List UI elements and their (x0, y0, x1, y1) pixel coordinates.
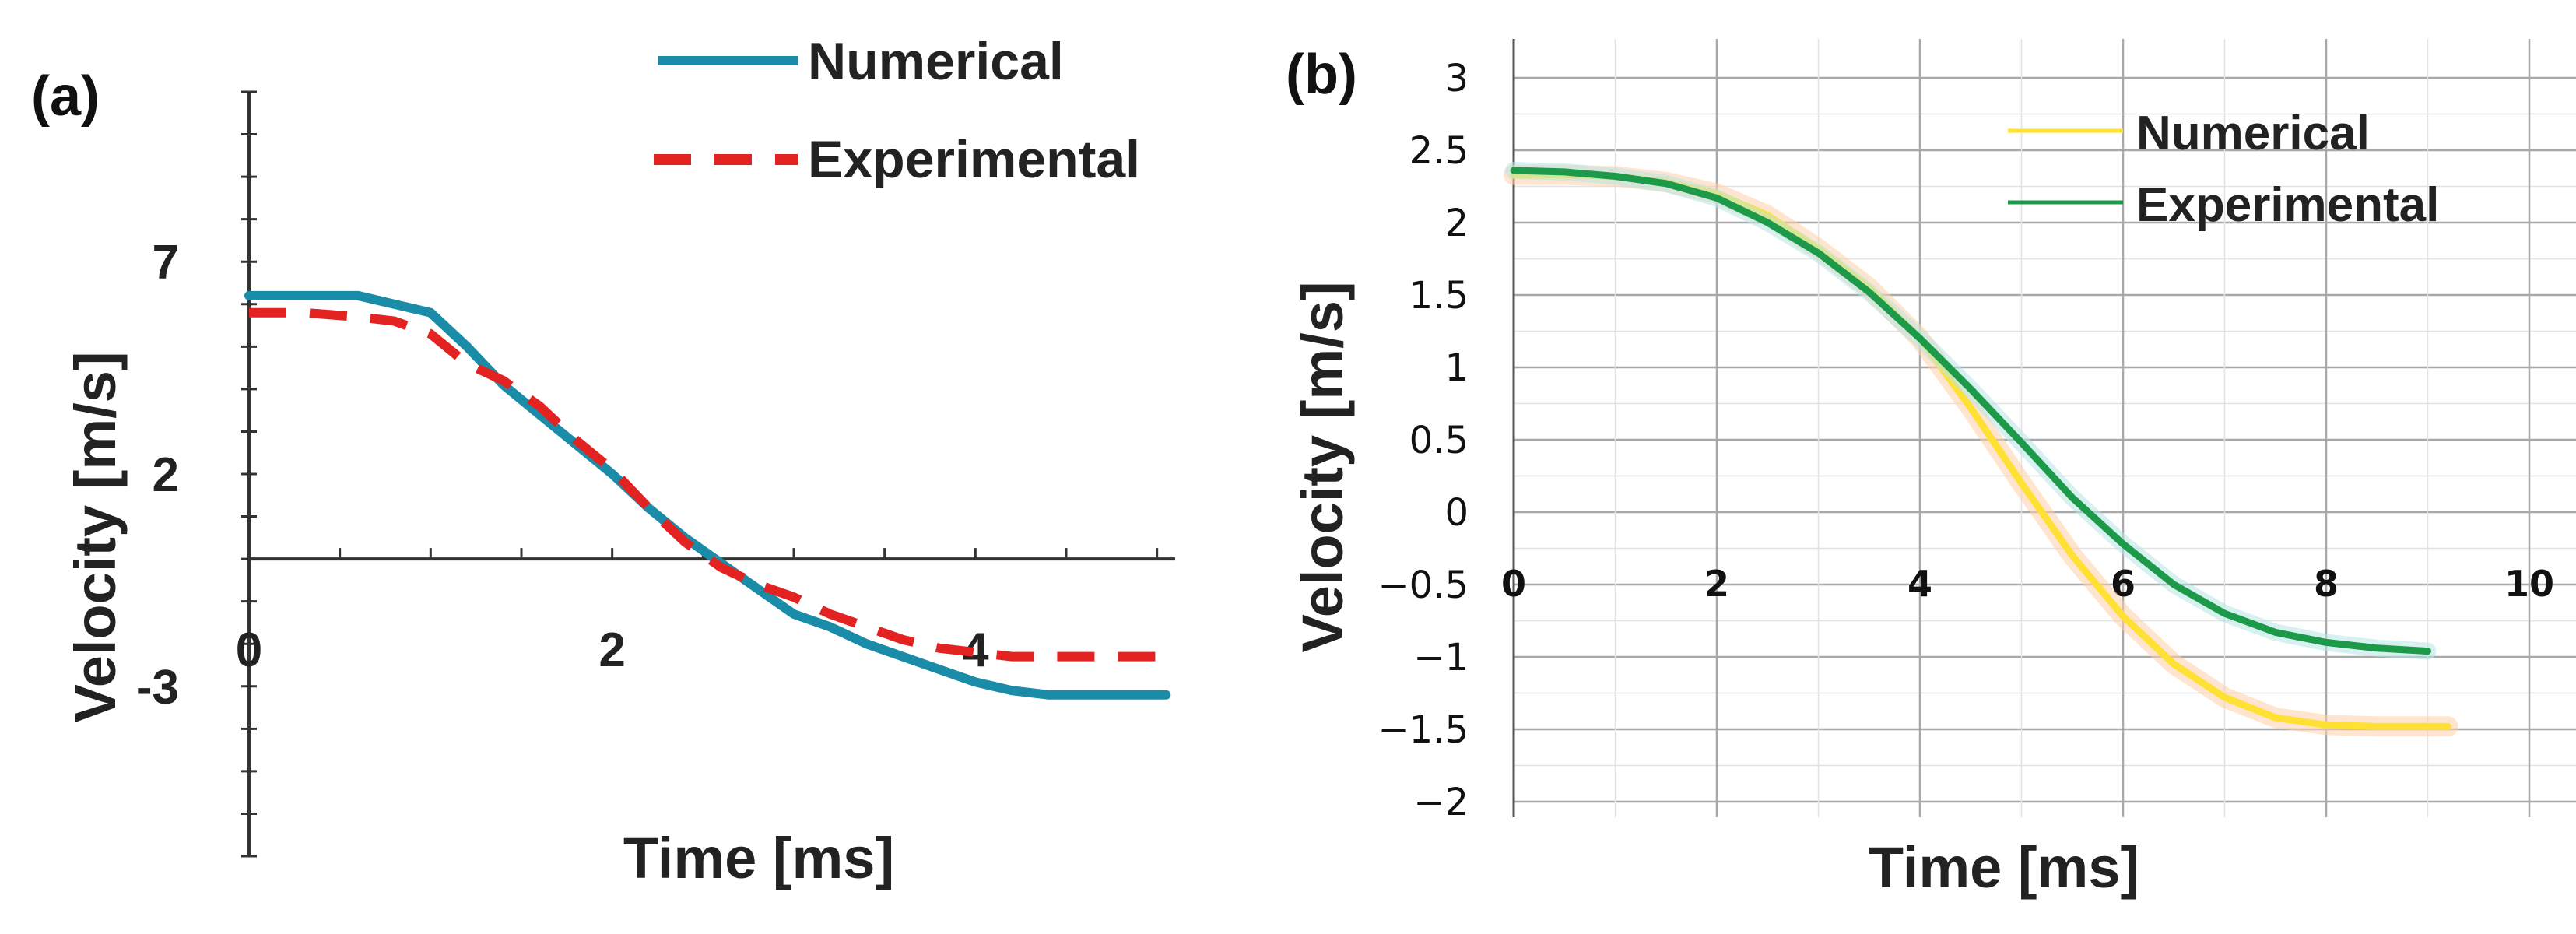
panel-b-y-tick-label: 1 (1444, 346, 1469, 390)
panel-b-y-ticks: 3 2.5 2 1.5 1 0.5 0 −0.5 −1 −1.5 −2 (1377, 57, 1469, 824)
panel-a-x-tick-label: 0 (236, 623, 262, 677)
panel-a-numerical-line (244, 290, 1171, 700)
panel-b-x-tick-label: 4 (1907, 563, 1932, 605)
panel-a-y-tick-label: -3 (136, 661, 179, 715)
panel-a-legend-experimental: Experimental (808, 130, 1140, 189)
panel-b-y-tick-label: −2 (1413, 781, 1469, 824)
panel-b-x-tick-label: 8 (2314, 563, 2339, 605)
panel-a-ticks (241, 90, 1159, 858)
panel-b-y-tick-label: −0.5 (1377, 564, 1469, 607)
panel-b-x-tick-label: 10 (2504, 563, 2554, 605)
panel-b-y-tick-label: 2.5 (1409, 129, 1469, 173)
panel-b-y-tick-label: 0 (1444, 491, 1469, 535)
panel-a-label: (a) (31, 65, 100, 128)
panel-a-y-axis-title: Velocity [m/s] (63, 351, 128, 722)
panel-b-y-tick-label: −1.5 (1377, 708, 1469, 752)
panel-b-x-tick-label: 2 (1704, 563, 1729, 605)
panel-a-x-tick-label: 2 (598, 623, 625, 677)
panel-b-label: (b) (1286, 44, 1357, 106)
panel-a-experimental-line (249, 307, 1167, 662)
panel-b-legend-numerical: Numerical (2136, 107, 2370, 160)
panel-b-y-tick-label: −1 (1413, 636, 1469, 679)
panel-b-experimental-line (1510, 167, 2431, 655)
panel-b-x-axis-title: Time [ms] (1869, 835, 2139, 900)
panel-b-y-axis-title: Velocity [m/s] (1290, 281, 1355, 652)
panel-a-legend-numerical: Numerical (808, 32, 1064, 91)
panel-b-chart: (b) 3 2.5 2 1.5 1 0.5 0 −0.5 −1 −1.5 −2 … (1286, 39, 2576, 900)
panel-b-y-tick-label: 1.5 (1409, 274, 1469, 318)
panel-a-chart: (a) 7 2 -3 0 2 4 Time [ms] Velocity [m/s… (31, 32, 1175, 890)
panel-a-y-tick-label: 2 (153, 448, 179, 502)
panel-a-y-tick-label: 7 (153, 236, 179, 290)
panel-a-x-axis-title: Time [ms] (623, 826, 894, 890)
panel-b-x-ticks: 0 2 4 6 8 10 (1501, 563, 2554, 605)
panel-b-legend-experimental: Experimental (2136, 178, 2439, 232)
panel-b-gridlines (1512, 39, 2576, 817)
panel-b-y-tick-label: 2 (1444, 202, 1469, 245)
panel-b-legend: Numerical Experimental (2008, 107, 2439, 232)
panel-b-y-tick-label: 3 (1444, 57, 1469, 100)
panel-b-y-tick-label: 0.5 (1409, 419, 1469, 462)
panel-b-x-tick-label: 0 (1501, 563, 1526, 605)
panel-a-legend: Numerical Experimental (654, 32, 1140, 189)
